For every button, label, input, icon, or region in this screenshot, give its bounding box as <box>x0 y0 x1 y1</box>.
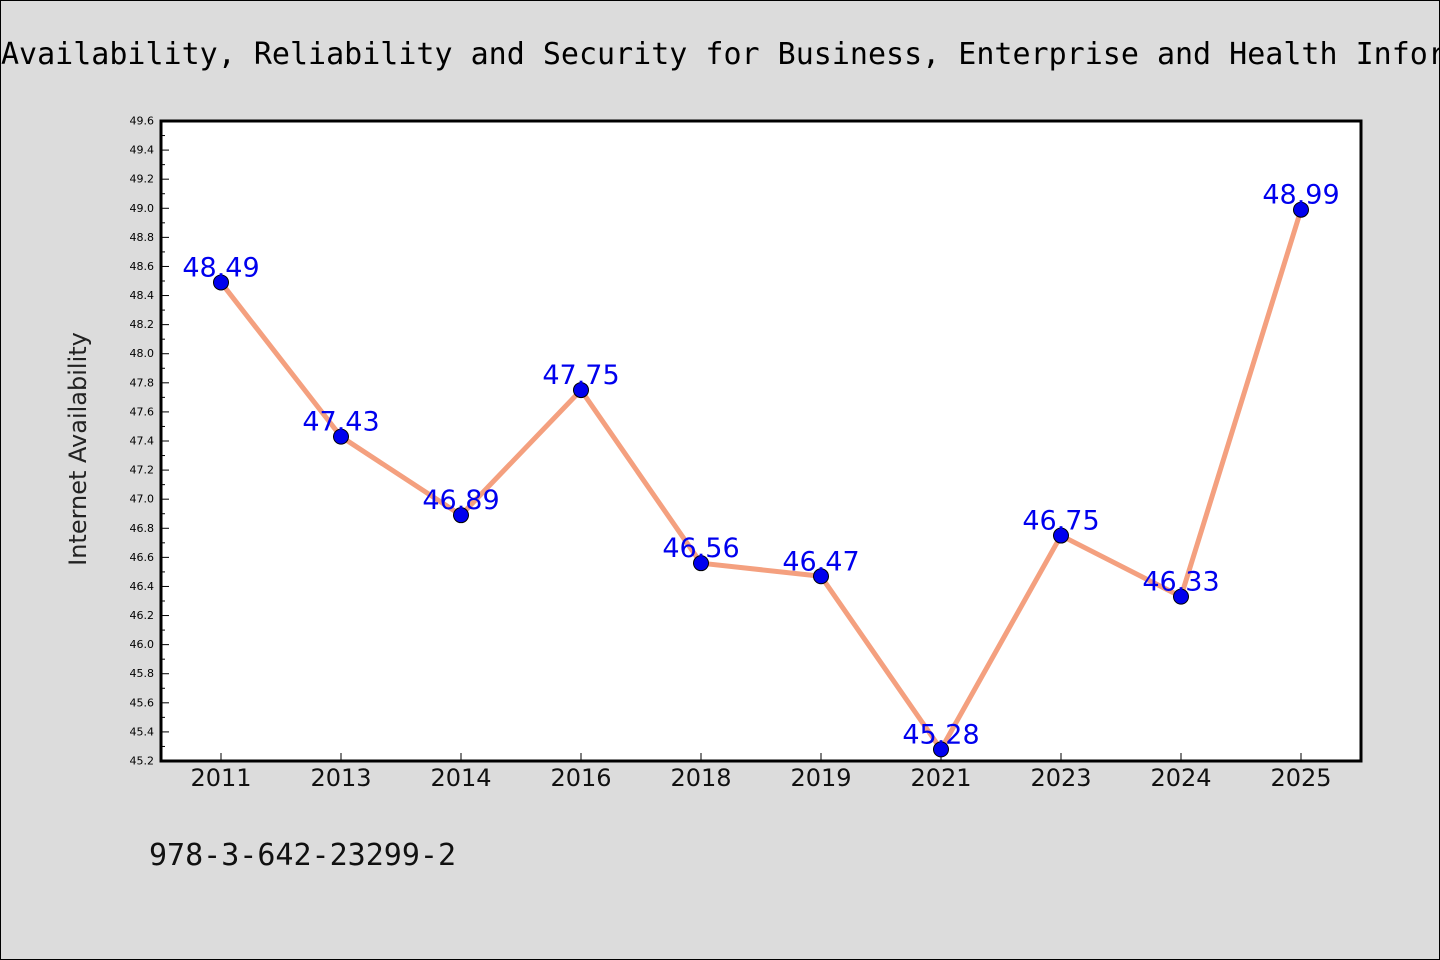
data-point <box>333 428 349 445</box>
y-tick-label: 47.4 <box>130 435 155 448</box>
data-label: 46.89 <box>422 485 499 516</box>
y-tick-label: 47.8 <box>130 376 155 389</box>
chart-title: Availability, Reliability and Security f… <box>1 37 1440 72</box>
y-tick-label: 46.2 <box>130 609 155 622</box>
y-axis-label: Internet Availability <box>64 332 92 566</box>
x-tick-label: 2023 <box>1030 764 1091 792</box>
x-tick-label: 2016 <box>550 764 611 792</box>
y-tick-label: 49.6 <box>130 115 155 128</box>
x-tick-label: 2019 <box>790 764 851 792</box>
y-axis: 45.2 45.4 45.6 45.8 46.0 46.2 46.4 46.6 46.8 47.0… <box>130 115 169 768</box>
x-tick-label: 2018 <box>670 764 731 792</box>
plot-area <box>161 121 1361 761</box>
data-point <box>573 382 589 399</box>
y-tick-label: 49.0 <box>130 202 155 215</box>
x-axis: 2011 2013 2014 2016 2018 2019 2021 2023 2024 2025 <box>190 753 1332 792</box>
x-tick-label: 2021 <box>910 764 971 792</box>
data-markers <box>213 201 1309 758</box>
data-point <box>213 274 229 291</box>
data-label: 47.43 <box>302 407 379 438</box>
y-tick-label: 47.6 <box>130 405 155 418</box>
y-tick-label: 47.2 <box>130 464 155 477</box>
y-tick-label: 45.2 <box>130 755 155 768</box>
data-label: 46.47 <box>782 546 859 577</box>
y-tick-label: 48.0 <box>130 347 155 360</box>
data-label: 46.56 <box>662 533 739 564</box>
y-tick-label: 49.4 <box>130 144 155 157</box>
y-tick-label: 48.6 <box>130 260 155 273</box>
data-point <box>1053 527 1069 544</box>
x-tick-label: 2014 <box>430 764 491 792</box>
y-tick-label: 48.2 <box>130 318 155 331</box>
plot-border <box>159 119 1363 763</box>
x-tick-label: 2013 <box>310 764 371 792</box>
y-tick-label: 49.2 <box>130 173 155 186</box>
x-tick-label: 2025 <box>1270 764 1331 792</box>
data-point <box>1293 201 1309 218</box>
series-line <box>218 207 1304 752</box>
y-tick-label: 45.8 <box>130 667 155 680</box>
y-tick-label: 48.4 <box>130 289 155 302</box>
data-point <box>933 741 949 758</box>
y-tick-label: 46.0 <box>130 638 155 651</box>
data-label: 48.49 <box>182 252 259 283</box>
y-tick-label: 48.8 <box>130 231 155 244</box>
y-tick-label: 47.0 <box>130 493 155 506</box>
isbn-label: 978-3-642-23299-2 <box>149 838 456 873</box>
data-label: 48.99 <box>1262 180 1339 211</box>
x-tick-label: 2011 <box>190 764 251 792</box>
y-tick-label: 45.4 <box>130 725 155 738</box>
data-point <box>1173 588 1189 605</box>
data-point <box>813 568 829 585</box>
data-labels: 48.49 47.43 46.89 47.75 46.56 46.47 45.28 46.75… <box>182 180 1339 751</box>
x-tick-label: 2024 <box>1150 764 1211 792</box>
data-label: 45.28 <box>902 719 979 750</box>
data-label: 46.33 <box>1142 567 1219 598</box>
data-label: 47.75 <box>542 360 619 391</box>
data-label: 46.75 <box>1022 506 1099 537</box>
data-point <box>693 555 709 572</box>
y-tick-label: 46.4 <box>130 580 155 593</box>
y-tick-label: 45.6 <box>130 696 155 709</box>
data-point <box>453 507 469 524</box>
y-tick-label: 46.8 <box>130 522 155 535</box>
y-tick-label: 46.6 <box>130 551 155 564</box>
